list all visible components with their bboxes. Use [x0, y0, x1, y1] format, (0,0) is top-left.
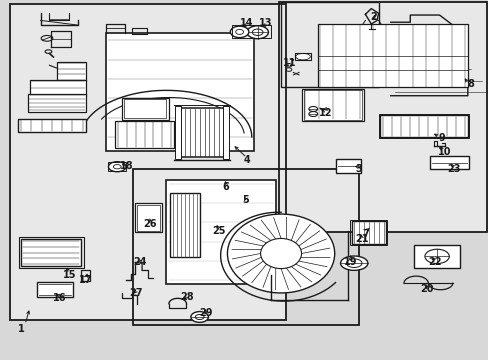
Bar [57, 62, 86, 81]
Ellipse shape [218, 181, 236, 192]
Text: 14: 14 [240, 18, 253, 28]
Circle shape [260, 238, 301, 269]
Text: 3: 3 [355, 164, 362, 174]
Bar [379, 116, 467, 137]
Text: 10: 10 [437, 147, 451, 157]
Text: 5: 5 [242, 195, 249, 205]
Bar [135, 203, 161, 232]
Text: 20: 20 [420, 284, 433, 294]
Bar [27, 94, 86, 112]
Bar [37, 282, 73, 297]
Text: 19: 19 [344, 257, 357, 267]
Ellipse shape [246, 26, 268, 39]
Bar [232, 25, 271, 39]
Text: 21: 21 [354, 234, 367, 244]
Bar [278, 3, 487, 232]
Bar [170, 193, 199, 257]
Bar [105, 33, 254, 151]
Ellipse shape [108, 162, 126, 172]
Bar [302, 89, 363, 121]
Bar [166, 180, 276, 284]
Text: 1: 1 [18, 324, 24, 334]
Ellipse shape [230, 26, 248, 38]
Ellipse shape [190, 312, 208, 322]
Bar [19, 237, 83, 268]
Bar [232, 189, 249, 205]
Text: 8: 8 [467, 79, 474, 89]
Text: 24: 24 [133, 257, 146, 267]
Bar [133, 169, 358, 325]
Bar [122, 98, 168, 120]
Bar [335, 159, 360, 173]
Bar [137, 205, 159, 230]
Bar [108, 162, 126, 171]
Text: 13: 13 [258, 18, 272, 28]
Text: 29: 29 [199, 308, 213, 318]
Bar [294, 53, 311, 60]
Text: 2: 2 [369, 12, 376, 22]
Bar [21, 239, 81, 266]
Text: 17: 17 [79, 275, 93, 285]
Text: 23: 23 [446, 164, 460, 174]
Bar [281, 3, 378, 87]
Text: 15: 15 [63, 270, 77, 280]
Bar [115, 121, 173, 148]
Bar [123, 99, 166, 118]
Text: 18: 18 [120, 161, 133, 171]
Text: 22: 22 [427, 257, 441, 267]
Text: 7: 7 [361, 229, 368, 239]
Bar [278, 3, 487, 232]
Bar [429, 156, 468, 169]
Text: 25: 25 [211, 226, 225, 236]
Bar [10, 4, 285, 320]
Bar [10, 4, 285, 320]
Text: 27: 27 [129, 288, 142, 298]
Text: 12: 12 [319, 108, 332, 118]
Bar [222, 107, 228, 159]
Bar [304, 90, 361, 120]
Text: 6: 6 [222, 182, 229, 192]
Bar [378, 114, 468, 138]
Bar [175, 107, 181, 159]
Ellipse shape [340, 256, 367, 270]
Bar [413, 245, 459, 268]
Bar [18, 119, 86, 132]
Bar [317, 24, 467, 87]
Bar [30, 80, 86, 96]
Text: 28: 28 [180, 292, 194, 302]
Circle shape [227, 214, 334, 293]
Bar [349, 220, 386, 245]
Text: 4: 4 [243, 155, 250, 165]
Text: 11: 11 [282, 58, 296, 68]
Text: 26: 26 [143, 219, 157, 229]
Text: 16: 16 [53, 293, 67, 303]
Bar [176, 108, 227, 157]
Bar [351, 221, 385, 244]
Text: 9: 9 [437, 133, 444, 143]
